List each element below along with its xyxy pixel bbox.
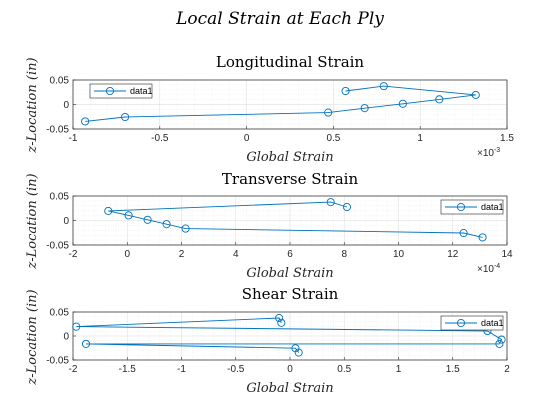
y-tick-label: 0.05 <box>50 76 70 87</box>
series-line <box>85 85 476 122</box>
x-tick-label: 2 <box>179 249 185 260</box>
x-tick-label: 10 <box>393 249 405 260</box>
x-tick-label: 2 <box>504 364 510 375</box>
x-tick-label: -2 <box>69 249 78 260</box>
x-tick-label: 12 <box>447 249 459 260</box>
legend-marker <box>105 86 115 96</box>
legend-label: data1 <box>481 202 504 212</box>
y-tick-label: -0.05 <box>46 241 69 252</box>
y-tick-label: 0.05 <box>50 192 70 203</box>
data-point <box>294 348 303 357</box>
x-tick-label: 4 <box>233 249 239 260</box>
data-point <box>124 211 133 220</box>
axes-border <box>72 79 508 130</box>
plot-area: -1 -0.5 0 0.5 1 1.5 -0.05 0 0.05 ×10-3 data1 <box>46 76 514 160</box>
legend: data1 <box>440 199 504 215</box>
x-tick-label: 1 <box>417 133 423 144</box>
data-point <box>360 104 369 113</box>
axes-border <box>72 311 508 361</box>
legend-marker <box>456 202 466 212</box>
legend-label: data1 <box>481 318 504 328</box>
longitudinal-strain-panel: -1 -0.5 0 0.5 1 1.5 -0.05 0 0.05 ×10-3 data1 Longi… <box>25 53 514 165</box>
x-exponent-label: ×10-3 <box>477 147 500 159</box>
panel-title: Shear Strain <box>242 285 339 303</box>
y-axis-label: z-Location (in) <box>25 57 40 153</box>
data-point <box>495 339 504 348</box>
y-tick-label: -0.05 <box>46 125 69 136</box>
x-tick-label: 0 <box>287 364 293 375</box>
x-tick-label: -1.5 <box>119 364 137 375</box>
y-tick-label: 0 <box>63 332 69 343</box>
y-axis-label: z-Location (in) <box>25 289 40 385</box>
y-tick-label: -0.05 <box>46 356 69 367</box>
y-tick-label: 0 <box>63 216 69 227</box>
x-tick-label: 1.5 <box>446 364 460 375</box>
axes-border <box>72 195 508 246</box>
x-tick-label: 0.5 <box>326 133 340 144</box>
plot-area: -2 -1.5 -1 -0.5 0 0.5 1 1.5 2 -0.05 0 0.05 data1 <box>46 308 510 376</box>
panel-title: Longitudinal Strain <box>216 53 365 71</box>
x-tick-label: 0 <box>124 249 130 260</box>
data-point <box>471 90 480 99</box>
data-point <box>277 318 286 327</box>
data-point <box>275 313 284 323</box>
x-tick-label: -1 <box>69 133 78 144</box>
data-point <box>81 117 90 126</box>
data-point <box>181 224 190 233</box>
panel-title: Transverse Strain <box>222 170 359 188</box>
data-point <box>459 228 468 238</box>
x-tick-label: 0 <box>244 133 250 144</box>
y-tick-label: 0 <box>63 100 69 111</box>
x-tick-label: 0.5 <box>337 364 351 375</box>
x-tick-label: 14 <box>501 249 513 260</box>
data-point <box>326 198 335 207</box>
legend: data1 <box>89 83 153 99</box>
x-tick-label: -0.5 <box>227 364 245 375</box>
legend-marker <box>456 318 466 328</box>
data-point <box>342 202 352 212</box>
x-exponent-label: ×10-4 <box>477 263 500 275</box>
plot-area: -2 0 2 4 6 8 10 12 14 -0.05 0 0.05 ×10-4 data1 <box>46 192 513 276</box>
data-point <box>341 86 350 96</box>
x-tick-label: -1 <box>177 364 186 375</box>
shear-strain-panel: -2 -1.5 -1 -0.5 0 0.5 1 1.5 2 -0.05 0 0.05 data1 She… <box>25 285 510 396</box>
transverse-strain-panel: -2 0 2 4 6 8 10 12 14 -0.05 0 0.05 ×10-4 data1 Transv… <box>25 170 513 281</box>
data-point <box>121 112 130 122</box>
x-tick-label: -2 <box>69 364 78 375</box>
y-tick-label: 0.05 <box>50 308 70 319</box>
data-point <box>478 233 487 242</box>
x-tick-label: -0.5 <box>151 133 169 144</box>
figure-title: Local Strain at Each Ply <box>175 9 384 29</box>
x-axis-label: Global Strain <box>246 150 333 165</box>
x-tick-label: 1 <box>396 364 402 375</box>
data-point <box>81 339 91 348</box>
data-point <box>162 220 171 229</box>
x-tick-label: 8 <box>341 249 347 260</box>
data-point <box>398 99 407 108</box>
y-axis-label: z-Location (in) <box>25 173 40 269</box>
series-line <box>76 317 503 353</box>
series-line <box>108 201 483 238</box>
data-point <box>435 95 444 104</box>
data-point <box>324 108 333 117</box>
data-point <box>104 206 113 215</box>
x-tick-label: 1.5 <box>500 133 514 144</box>
legend: data1 <box>440 315 504 331</box>
x-axis-label: Global Strain <box>246 266 333 281</box>
data-point <box>379 82 388 91</box>
legend-label: data1 <box>130 86 153 96</box>
x-axis-label: Global Strain <box>246 381 333 396</box>
data-point <box>72 322 81 331</box>
data-point <box>143 215 152 224</box>
x-tick-label: 6 <box>287 249 293 260</box>
data-point <box>497 335 506 344</box>
